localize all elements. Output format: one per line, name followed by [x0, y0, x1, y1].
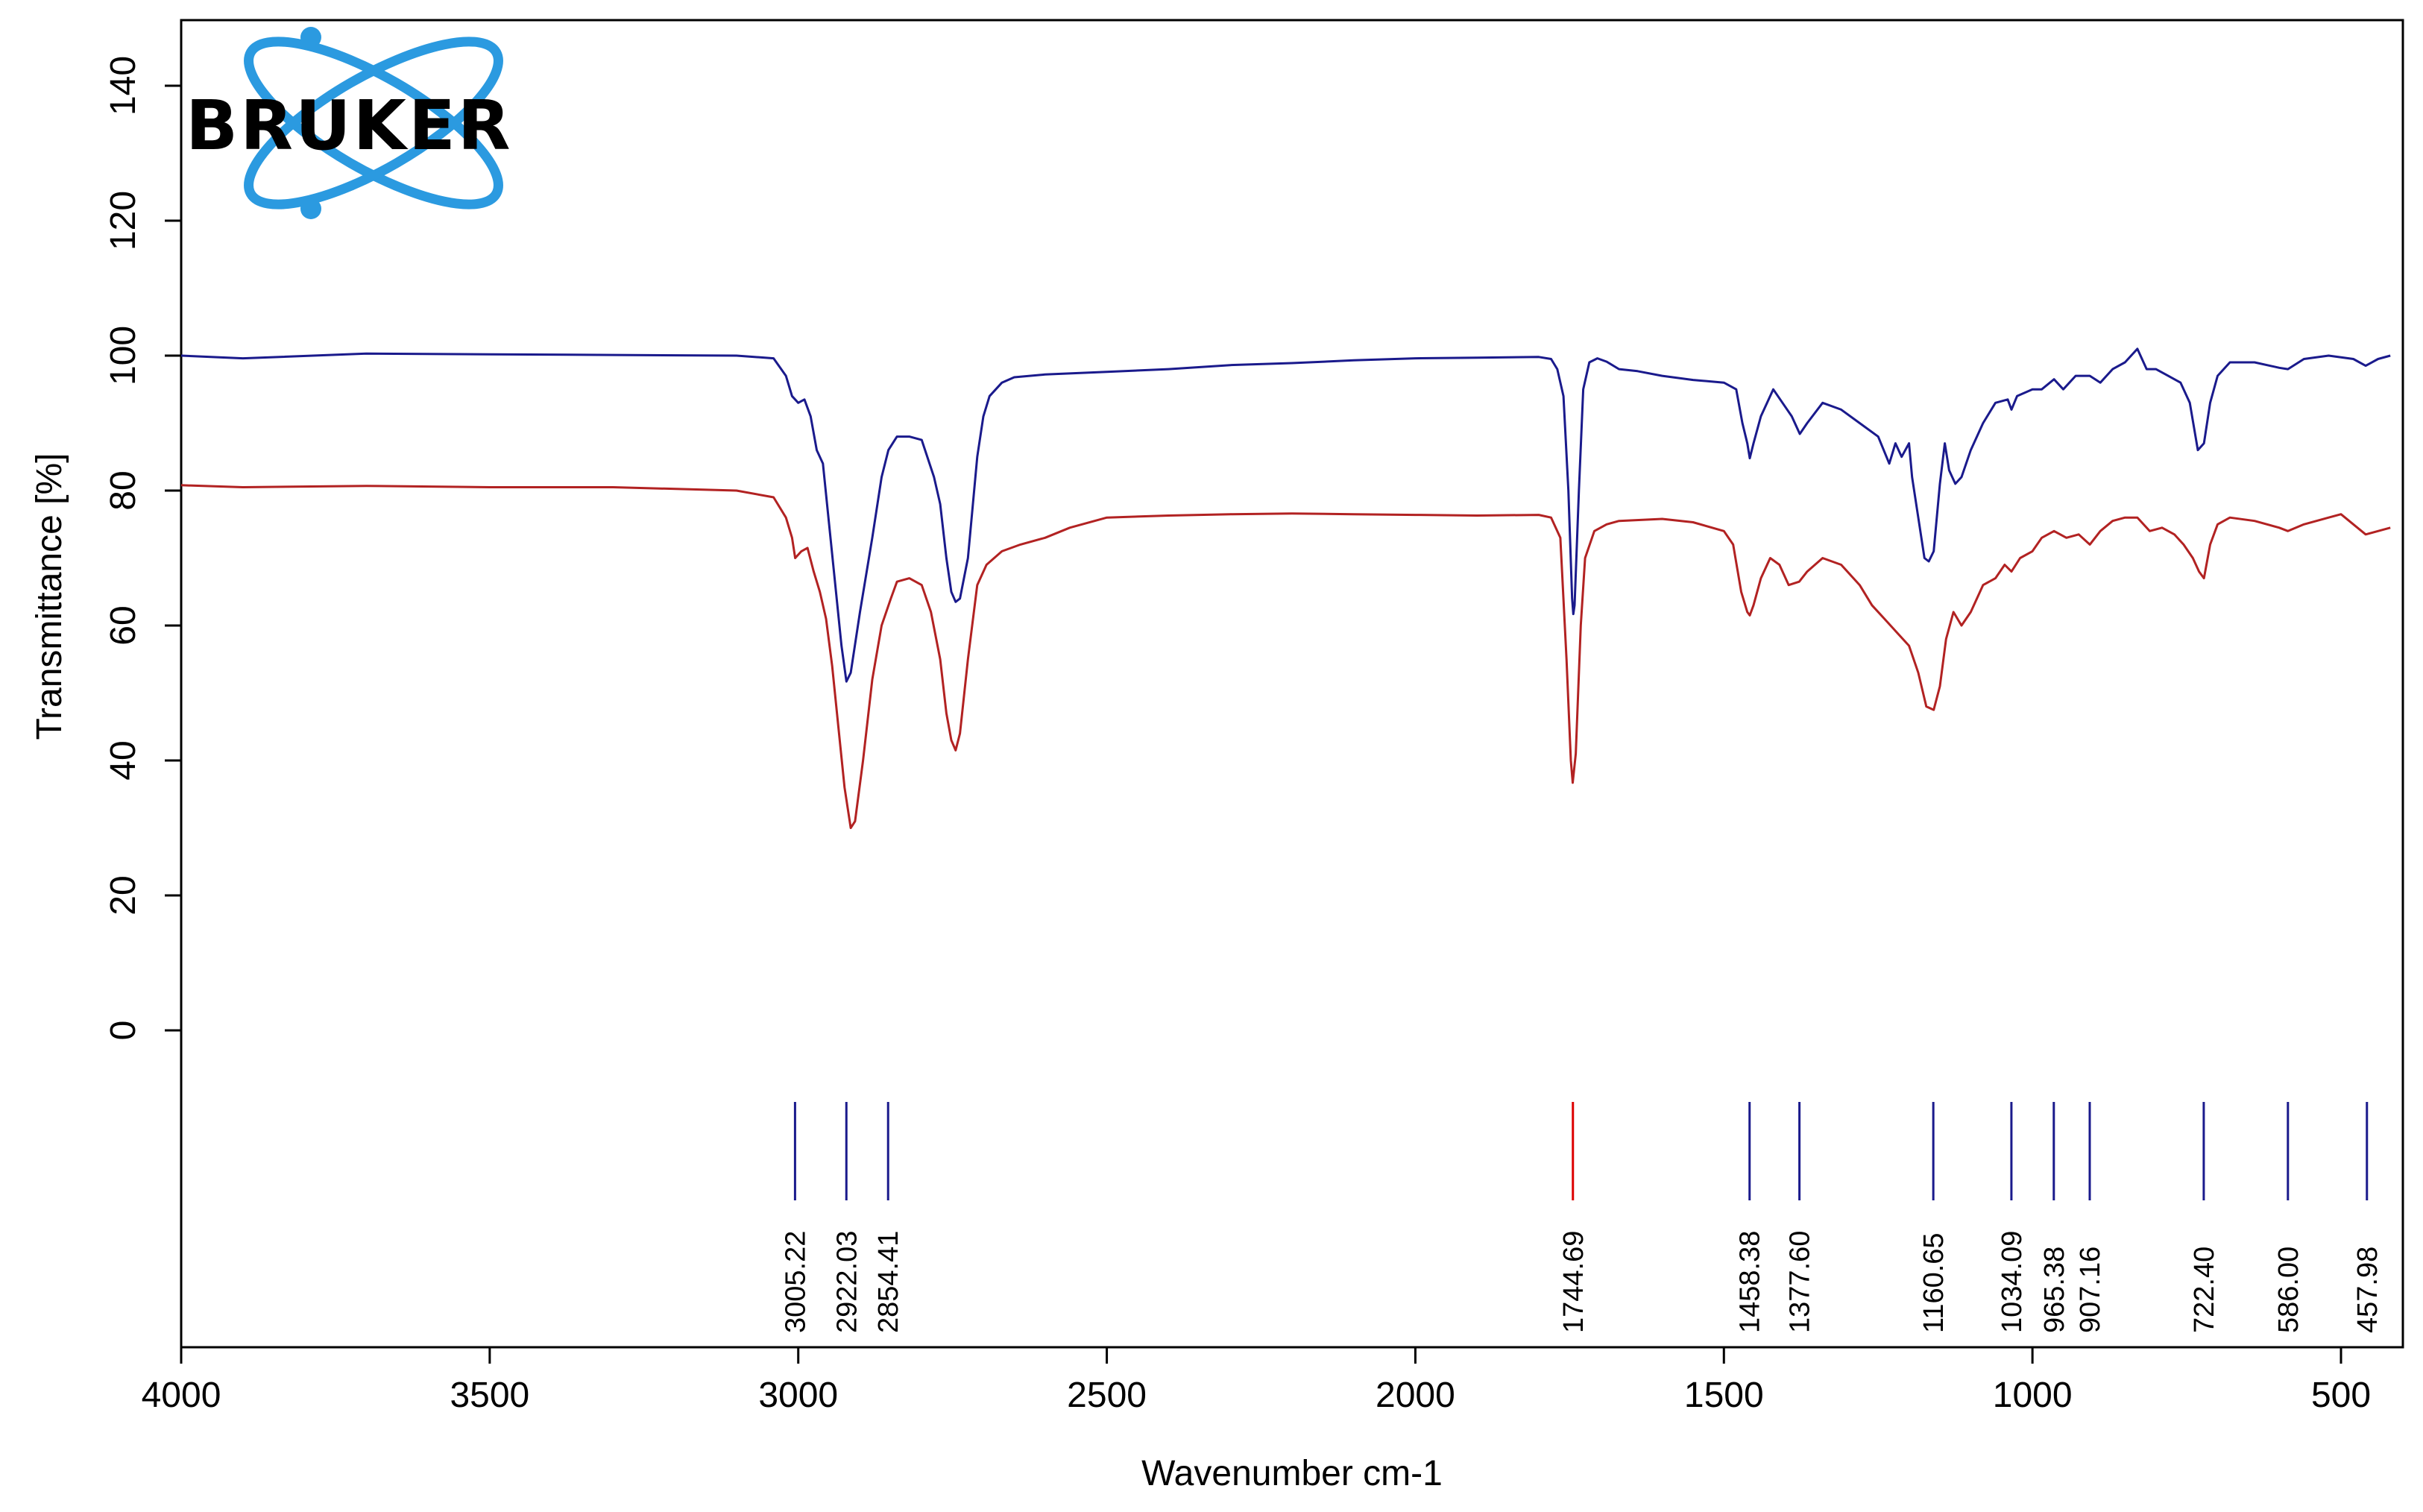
spectrum-series-layer [180, 347, 2391, 829]
peak-label: 722.40 [2189, 1247, 2220, 1333]
y-axis-title: Transmittance [%] [30, 453, 69, 740]
peak-label: 1744.69 [1558, 1231, 1589, 1333]
peak-label: 3005.22 [780, 1231, 811, 1333]
y-tick-label: 60 [104, 605, 143, 645]
logo-electron [300, 27, 321, 48]
y-tick-label: 0 [104, 1021, 143, 1041]
x-tick-label: 1500 [1684, 1376, 1764, 1415]
y-tick-label: 20 [104, 875, 143, 915]
atom-icon [244, 27, 503, 219]
y-tick-label: 140 [104, 56, 143, 116]
x-tick-label: 500 [2311, 1376, 2371, 1415]
peak-label: 1377.60 [1785, 1231, 1816, 1333]
peak-label: 457.98 [2352, 1247, 2383, 1333]
plot-frame [180, 19, 2404, 1349]
x-tick-label: 3000 [758, 1376, 838, 1415]
x-tick-label: 1000 [1993, 1376, 2073, 1415]
x-tick-label: 4000 [142, 1376, 221, 1415]
logo-orbit [244, 37, 503, 210]
peak-label: 1458.38 [1735, 1231, 1766, 1333]
y-axis: 0 20 40 60 80 100 120 140 [104, 56, 181, 1040]
peak-label: 965.38 [2039, 1247, 2070, 1333]
y-tick-label: 120 [104, 191, 143, 251]
logo-electron [300, 198, 321, 219]
y-tick-label: 80 [104, 470, 143, 510]
peak-label: 586.00 [2273, 1247, 2304, 1333]
x-tick-label: 2000 [1376, 1376, 1455, 1415]
peak-label: 1160.65 [1918, 1232, 1950, 1333]
y-tick-label: 40 [104, 740, 143, 780]
peak-markers-layer: 3005.22 2922.03 2854.41 1744.69 1458.38 1377.… [780, 1102, 2383, 1333]
y-tick-label: 100 [104, 326, 143, 385]
peak-label: 2854.41 [873, 1231, 904, 1333]
series-line-top [180, 347, 2391, 683]
logo-wordmark: BRUKER [186, 86, 513, 166]
series-line-bottom [180, 484, 2391, 829]
peak-label: 1034.09 [1997, 1231, 2028, 1333]
x-tick-label: 3500 [450, 1376, 529, 1415]
x-axis-title: Wavenumber cm-1 [1141, 1454, 1443, 1493]
x-axis: 4000 3500 3000 2500 2000 1500 1000 500 [142, 1347, 2371, 1415]
x-tick-label: 2500 [1067, 1376, 1147, 1415]
peak-label: 2922.03 [831, 1231, 863, 1333]
bruker-logo: BRUKER [186, 27, 513, 219]
peak-label: 907.16 [2075, 1247, 2106, 1333]
logo-orbit [244, 37, 503, 210]
